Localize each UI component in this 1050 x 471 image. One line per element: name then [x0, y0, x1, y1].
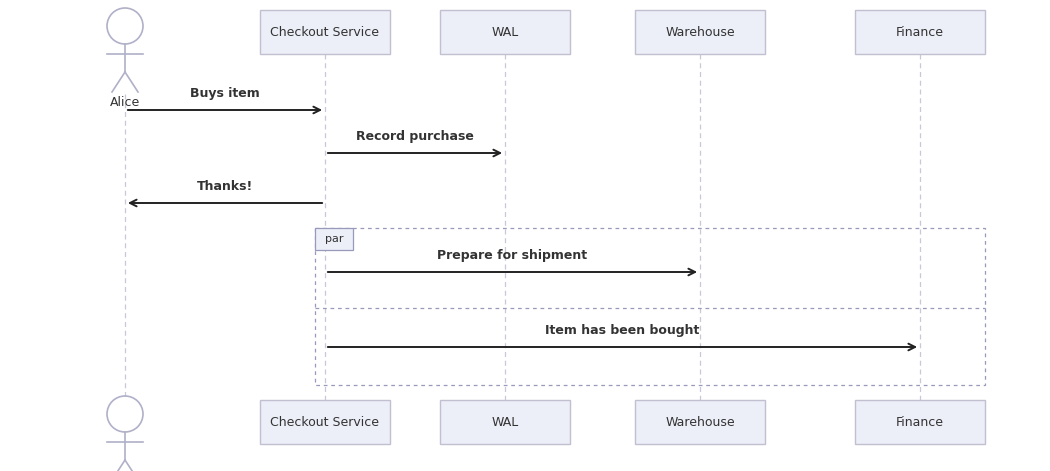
Text: Prepare for shipment: Prepare for shipment — [438, 249, 588, 262]
Bar — [315, 228, 353, 250]
Text: par: par — [324, 234, 343, 244]
Text: Warehouse: Warehouse — [666, 415, 735, 429]
Bar — [635, 400, 765, 444]
Bar — [635, 10, 765, 54]
Text: Checkout Service: Checkout Service — [271, 415, 379, 429]
Text: Checkout Service: Checkout Service — [271, 25, 379, 39]
Bar — [440, 400, 570, 444]
Text: Alice: Alice — [110, 96, 140, 109]
Bar — [260, 400, 390, 444]
Bar — [260, 10, 390, 54]
Text: Warehouse: Warehouse — [666, 25, 735, 39]
Text: Thanks!: Thanks! — [197, 180, 253, 193]
Text: Item has been bought: Item has been bought — [545, 324, 699, 337]
Text: Finance: Finance — [896, 415, 944, 429]
Bar — [855, 10, 985, 54]
Bar — [440, 10, 570, 54]
Text: Buys item: Buys item — [190, 87, 260, 100]
Text: Finance: Finance — [896, 25, 944, 39]
Bar — [855, 400, 985, 444]
Bar — [315, 228, 985, 385]
Text: WAL: WAL — [491, 25, 519, 39]
Text: WAL: WAL — [491, 415, 519, 429]
Text: Record purchase: Record purchase — [356, 130, 474, 143]
